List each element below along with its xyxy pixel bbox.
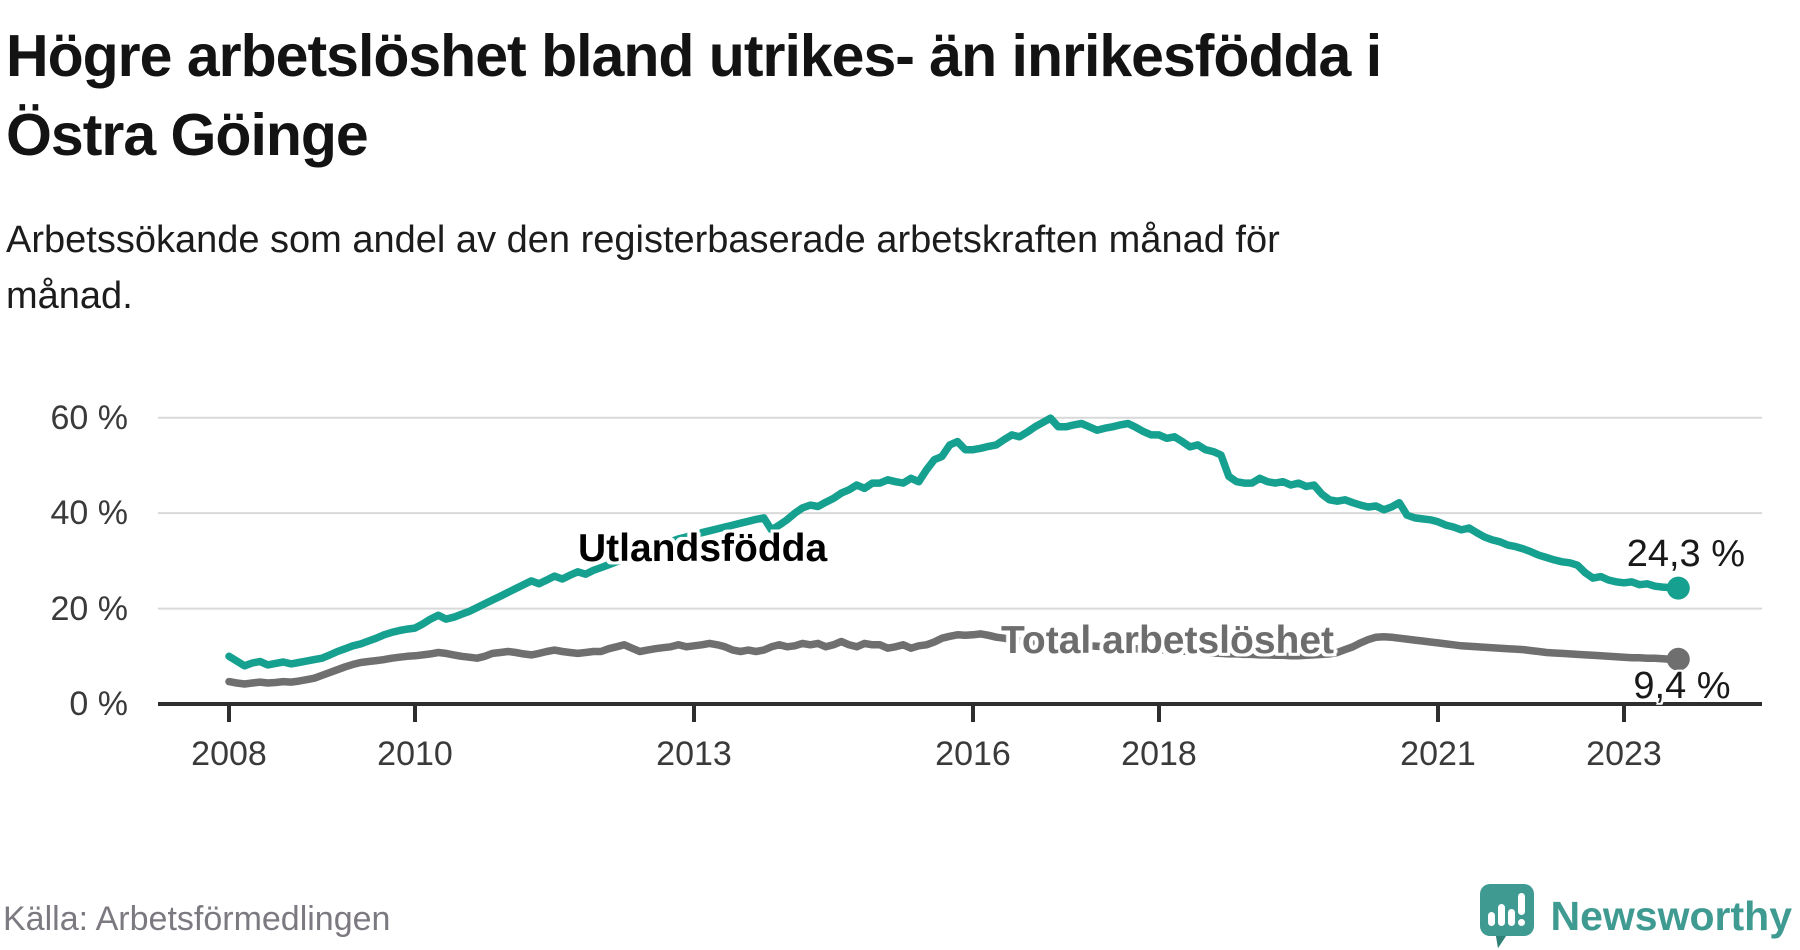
x-axis-label-2013: 2013 [656, 735, 732, 773]
y-axis-label-20: 20 % [50, 589, 129, 628]
series-label-total-arbetsloshet: Total arbetslöshet [1001, 619, 1335, 662]
series-line-total-arbetsl-shet [225, 630, 1683, 688]
y-axis-label-40: 40 % [50, 494, 129, 533]
end-value-label-utlandsfodda: 24,3 % [1626, 533, 1745, 575]
logo-exclamation-dot [1517, 919, 1525, 926]
end-value-label-total: 9,4 % [1633, 665, 1731, 707]
logo-bar-3 [1507, 909, 1515, 926]
x-axis-label-2010: 2010 [377, 735, 453, 773]
newsworthy-brand-name: Newsworthy [1550, 893, 1793, 939]
logo-exclamation-bar [1517, 893, 1525, 915]
x-axis-label-2023: 2023 [1586, 735, 1662, 773]
chart-subtitle-line1: Arbetssökande som andel av den registerb… [6, 219, 1280, 261]
y-axis-label-0: 0 % [69, 685, 128, 723]
chart-subtitle-line2: månad. [6, 275, 133, 317]
logo-bar-1 [1487, 912, 1495, 926]
x-axis-label-2021: 2021 [1400, 735, 1476, 773]
newsworthy-brand: Newsworthy [1478, 884, 1793, 948]
source-attribution: Källa: Arbetsförmedlingen [3, 900, 391, 938]
logo-bubble-tail-shade [1495, 936, 1506, 948]
series-end-dot-total-arbetsl-shet [1666, 647, 1690, 671]
logo-bar-2 [1497, 904, 1505, 926]
series-label-utlandsfodda: Utlandsfödda [578, 527, 828, 570]
chart-title-line2: Östra Göinge [6, 102, 369, 168]
chart-title-line1: Högre arbetslöshet bland utrikes- än inr… [6, 23, 1382, 89]
newsworthy-logo-icon [1479, 884, 1534, 948]
series-end-dot-utlandsf-dda [1666, 576, 1690, 600]
x-axis-label-2018: 2018 [1121, 735, 1197, 773]
x-axis-label-2008: 2008 [191, 735, 267, 773]
series-line-utlandsf-dda [225, 414, 1683, 670]
x-axis-label-2016: 2016 [935, 735, 1011, 773]
y-axis-label-60: 60 % [50, 398, 129, 437]
